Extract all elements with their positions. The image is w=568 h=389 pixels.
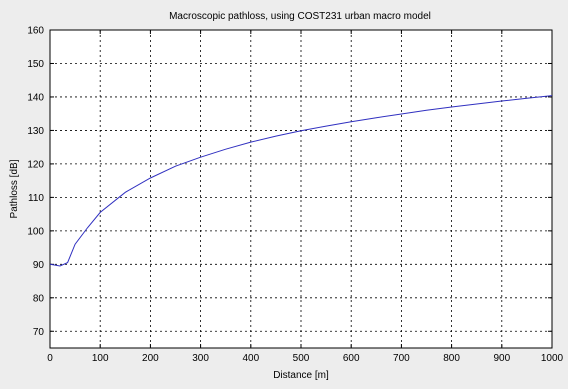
y-tick-label: 160 xyxy=(27,26,44,37)
y-tick-label: 150 xyxy=(27,59,44,70)
y-tick-label: 90 xyxy=(33,260,45,271)
x-tick-label: 400 xyxy=(242,353,259,364)
y-tick-label: 110 xyxy=(28,193,44,204)
axis-ticks: 0 100 200 300 400 500 600 700 800 900 1000 70 80 90 10… xyxy=(27,26,563,365)
x-tick-label: 200 xyxy=(142,353,159,364)
y-tick-label: 80 xyxy=(33,293,45,304)
y-tick-label: 130 xyxy=(27,126,44,137)
x-tick-label: 600 xyxy=(343,353,360,364)
y-tick-label: 70 xyxy=(33,327,45,338)
y-tick-label: 140 xyxy=(27,92,44,103)
x-tick-label: 0 xyxy=(47,353,53,364)
x-tick-label: 1000 xyxy=(541,353,564,364)
x-tick-label: 500 xyxy=(293,353,310,364)
y-tick-label: 100 xyxy=(27,226,44,237)
series-layer xyxy=(49,95,553,267)
chart-title: Macroscopic pathloss, using COST231 urba… xyxy=(169,11,431,22)
pathloss-line xyxy=(49,95,553,267)
x-axis-title: Distance [m] xyxy=(273,370,329,381)
y-tick-label: 120 xyxy=(27,159,44,170)
grid-lines xyxy=(50,30,552,348)
x-tick-label: 700 xyxy=(393,353,410,364)
y-axis-title: Pathloss [dB] xyxy=(9,159,20,218)
x-tick-label: 300 xyxy=(192,353,209,364)
x-tick-label: 800 xyxy=(443,353,460,364)
x-tick-label: 100 xyxy=(92,353,109,364)
x-tick-label: 900 xyxy=(493,353,510,364)
